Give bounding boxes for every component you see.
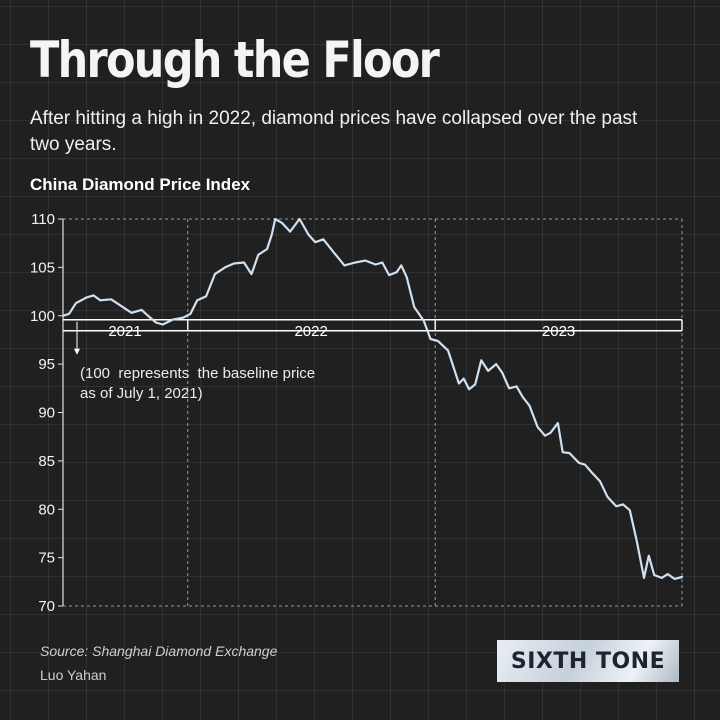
y-tick-label: 85 [38,453,55,470]
source-note: Source: Shanghai Diamond Exchange [40,643,278,659]
year-label: 2021 [108,323,141,340]
y-tick-label: 70 [38,598,55,615]
y-tick-label: 110 [31,211,55,228]
chart-title: China Diamond Price Index [30,175,251,194]
y-axis: 110 105 100 95 90 85 80 75 70 [30,211,64,615]
annotation-arrow-head [74,348,80,355]
author-credit: Luo Yahan [40,667,107,683]
y-tick-label: 105 [30,259,55,276]
baseline-annotation: (100 represents the baseline price as of … [74,321,315,402]
y-tick-label: 80 [38,501,55,518]
annotation-text-line: as of July 1, 2021) [80,385,203,402]
price-line-layer [61,217,684,581]
year-gridlines [63,218,683,607]
annotation-text-line: (100 represents the baseline price [80,365,315,382]
y-tick-label: 90 [38,405,55,422]
year-band: 2021 2022 2023 [63,319,683,340]
year-label: 2023 [542,323,575,340]
price-line [61,217,684,581]
page-subtitle: After hitting a high in 2022, diamond pr… [30,108,638,155]
year-label: 2022 [294,323,327,340]
y-tick-label: 75 [38,550,55,567]
y-tick-label: 100 [30,308,55,325]
page-title: Through the Floor [30,31,440,89]
y-tick-label: 95 [38,356,55,373]
sixth-tone-logo: SIXTH TONE [497,640,679,682]
